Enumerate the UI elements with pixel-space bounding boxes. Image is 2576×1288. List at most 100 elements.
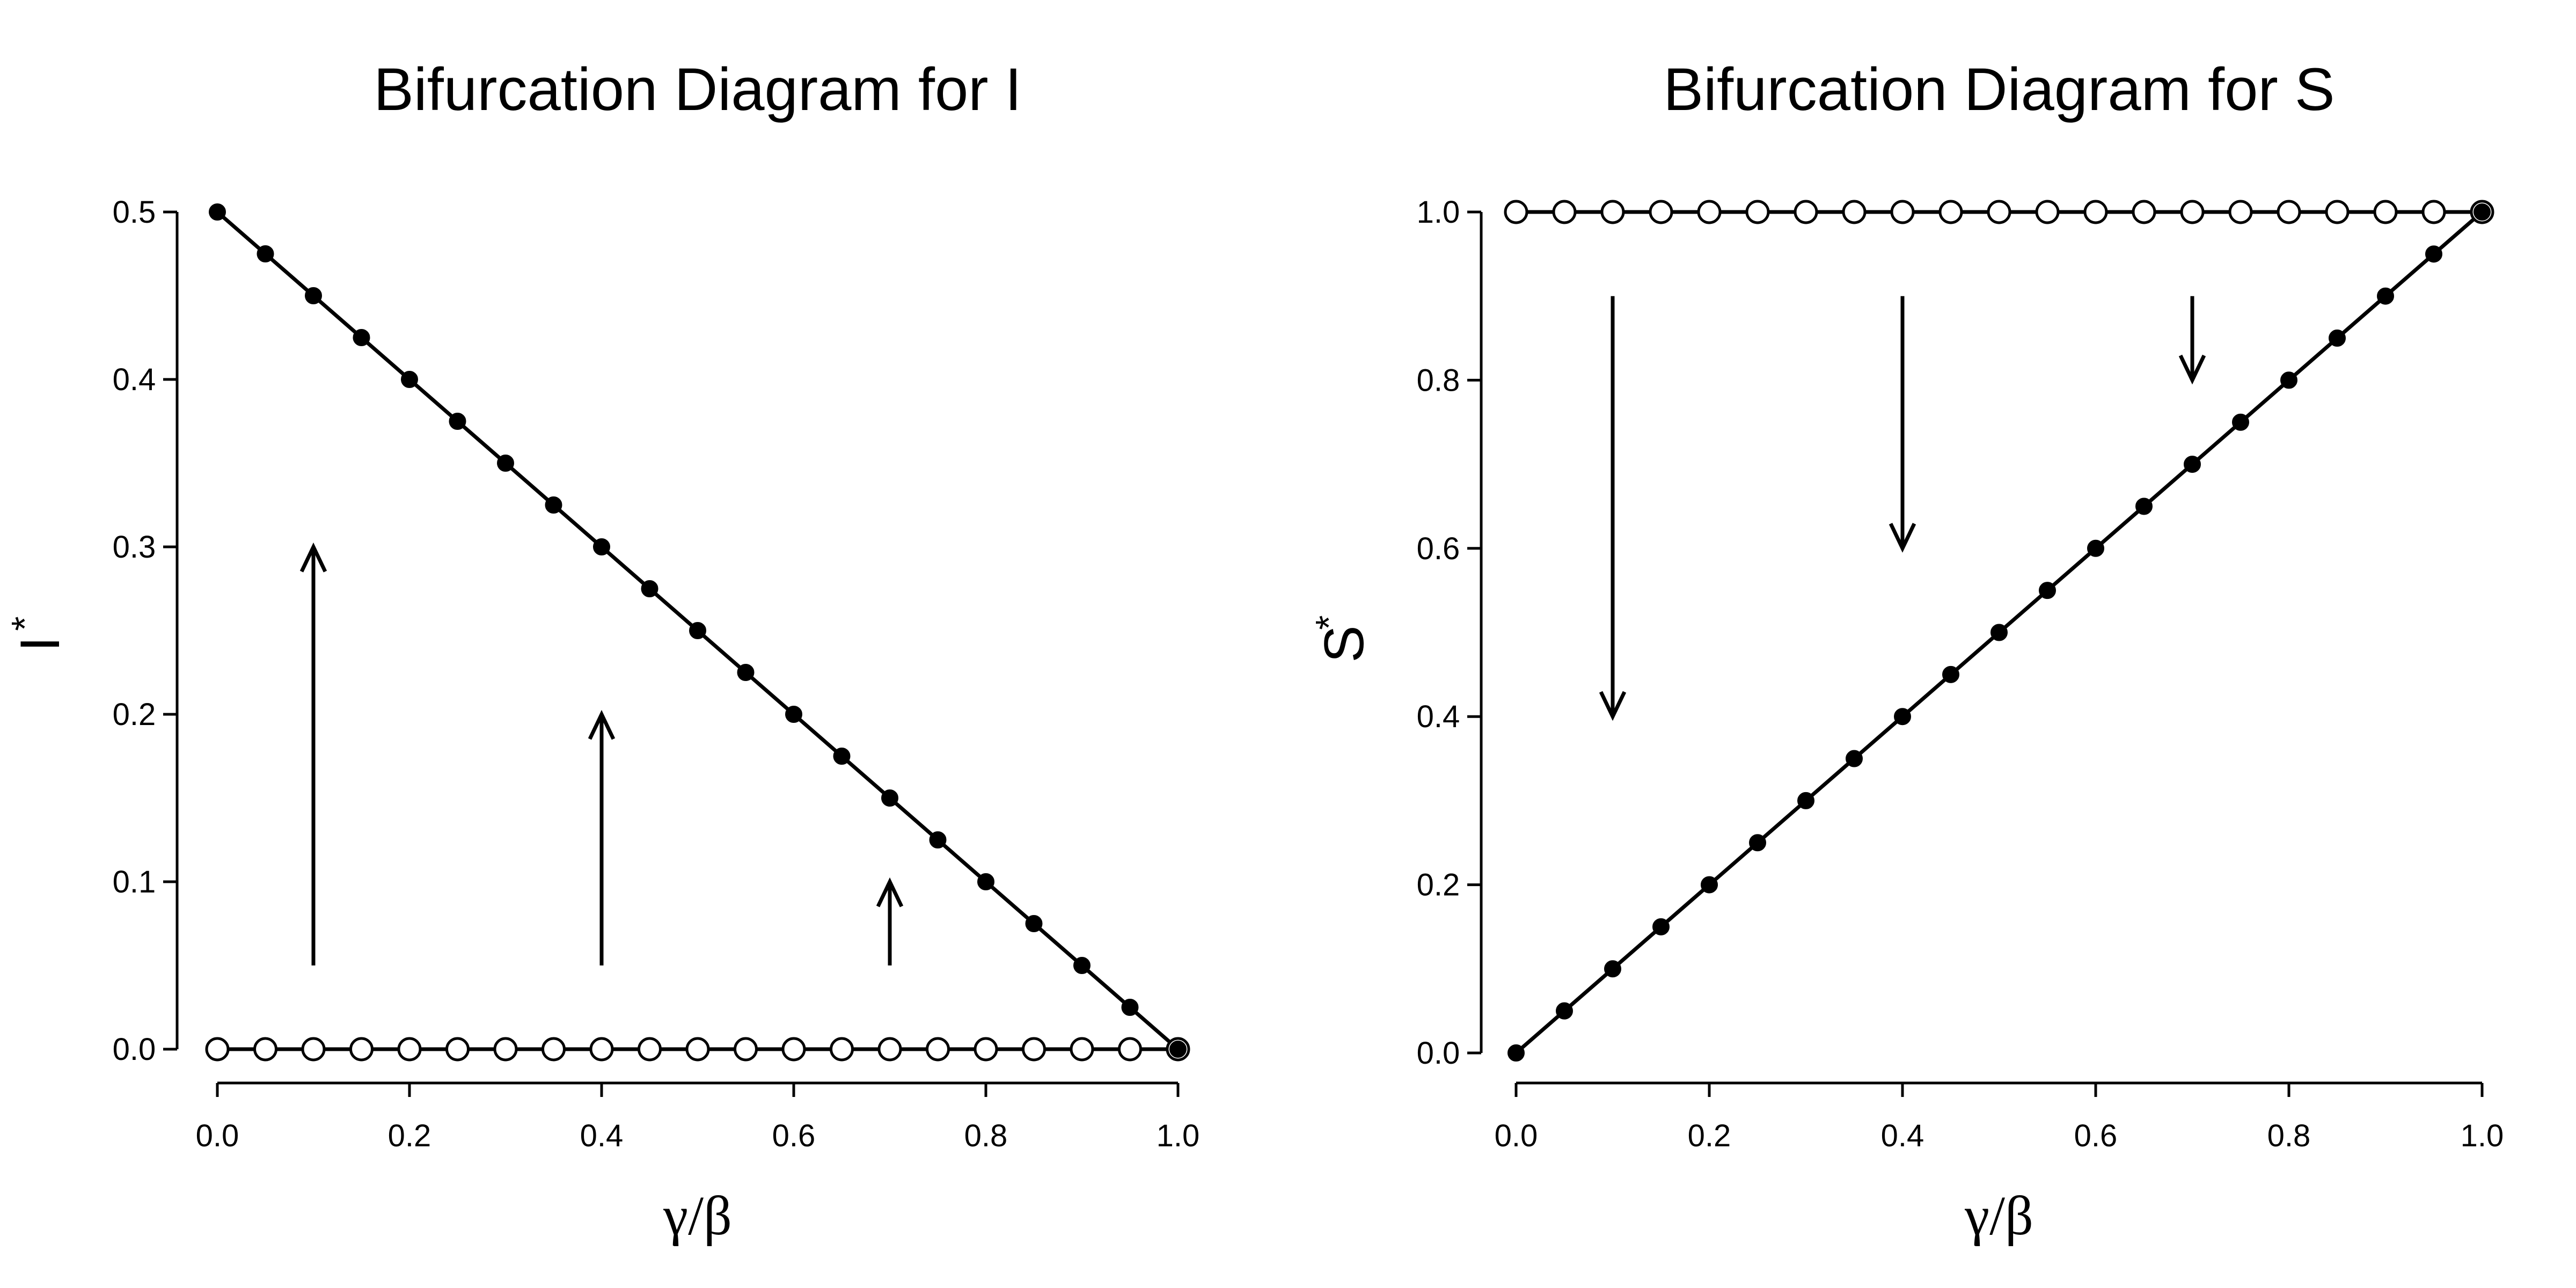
point-open-I — [1022, 1037, 1046, 1062]
arrow-I-3 — [876, 877, 904, 965]
point-filled-S — [1894, 708, 1911, 726]
point-open-I — [734, 1037, 758, 1062]
point-open-I — [685, 1037, 710, 1062]
point-open-S — [2228, 200, 2253, 224]
x-axis-label-I: γ/β — [663, 1185, 732, 1247]
point-filled-I — [737, 664, 755, 681]
point-filled-S — [2039, 582, 2056, 599]
point-open-S — [2035, 200, 2060, 224]
x-axis-I: 0.0 0.2 0.4 0.6 0.8 1.0 — [196, 1081, 1199, 1153]
point-filled-S — [1701, 876, 1718, 894]
point-open-S — [1890, 200, 1915, 224]
point-filled-I — [1121, 999, 1139, 1016]
point-filled-S — [2280, 371, 2297, 389]
x-tick-label-I: 0.4 — [580, 1118, 624, 1153]
point-open-I — [205, 1037, 230, 1062]
point-open-I — [926, 1037, 950, 1062]
point-filled-I — [593, 538, 610, 555]
point-open-I — [877, 1037, 902, 1062]
point-open-S — [2277, 200, 2301, 224]
point-filled-I — [401, 371, 418, 388]
y-axis-label-I-superscript: * — [4, 616, 46, 631]
y-tick-label-I: 0.3 — [113, 530, 156, 565]
arrow-head — [876, 877, 904, 908]
arrow-S-3 — [2178, 296, 2206, 385]
arrow-head — [2178, 354, 2206, 385]
title-S: Bifurcation Diagram for S — [1663, 56, 2334, 123]
panel-I: Bifurcation Diagram for I 0.0 0.1 0.2 0.3 0.… — [4, 56, 1199, 1247]
y-axis-label-I-text: I — [9, 636, 71, 652]
arrow-head — [1599, 691, 1627, 721]
point-open-I — [974, 1037, 998, 1062]
y-tick-label-S: 0.0 — [1417, 1036, 1460, 1071]
x-tick-label-I: 0.8 — [964, 1118, 1008, 1153]
point-filled-S — [1990, 624, 2008, 641]
y-axis-I: 0.0 0.1 0.2 0.3 0.4 0.5 — [113, 195, 179, 1067]
arrow-S-2 — [1889, 296, 1916, 553]
y-axis-label-S-text: S — [1313, 625, 1375, 662]
point-filled-I — [545, 496, 562, 514]
point-filled-S — [2425, 245, 2442, 263]
y-tick-label-S: 0.2 — [1417, 868, 1460, 903]
point-open-I — [638, 1037, 662, 1062]
point-open-S — [2180, 200, 2205, 224]
x-tick-label-S: 0.4 — [1881, 1118, 1924, 1153]
point-filled-S — [2135, 497, 2153, 515]
point-open-S — [2132, 200, 2156, 224]
point-open-I — [781, 1037, 806, 1062]
point-open-S — [2325, 200, 2350, 224]
arrow-head — [1889, 523, 1916, 553]
panel-S: Bifurcation Diagram for S 0.0 0.2 0.4 0.6 0.… — [1308, 56, 2504, 1247]
point-open-I — [1118, 1037, 1142, 1062]
point-filled-I — [209, 203, 226, 221]
arrow-head — [588, 709, 616, 740]
point-filled-I — [641, 580, 658, 597]
y-axis-S: 0.0 0.2 0.4 0.6 0.8 1.0 — [1417, 195, 1483, 1071]
point-filled-I — [689, 622, 706, 639]
point-filled-I — [257, 245, 274, 262]
x-tick-label-I: 0.2 — [388, 1118, 431, 1153]
point-filled-S — [1507, 1044, 1525, 1062]
y-axis-label-S: S * — [1308, 615, 1375, 662]
point-open-S — [1600, 200, 1625, 224]
x-axis-label-S: γ/β — [1964, 1185, 2033, 1247]
x-axis-S: 0.0 0.2 0.4 0.6 0.8 1.0 — [1495, 1081, 2504, 1153]
point-open-I — [493, 1037, 518, 1062]
point-open-I — [349, 1037, 374, 1062]
point-open-S — [1842, 200, 1867, 224]
point-filled-S — [2329, 330, 2346, 347]
point-open-S — [1794, 200, 1818, 224]
point-open-I — [589, 1037, 614, 1062]
y-tick-label-I: 0.0 — [113, 1032, 156, 1067]
point-filled-S — [1846, 750, 1863, 767]
point-filled-I — [449, 413, 466, 430]
point-filled-I — [1169, 1041, 1187, 1058]
point-open-I — [397, 1037, 422, 1062]
x-tick-label-S: 1.0 — [2461, 1118, 2504, 1153]
point-filled-S — [1604, 960, 1621, 978]
point-filled-S — [2087, 539, 2104, 557]
y-axis-label-S-superscript: * — [1308, 615, 1350, 630]
point-filled-I — [833, 748, 851, 765]
x-tick-label-S: 0.0 — [1495, 1118, 1538, 1153]
x-tick-label-S: 0.6 — [2074, 1118, 2118, 1153]
title-I: Bifurcation Diagram for I — [374, 56, 1022, 123]
point-filled-S — [2232, 413, 2249, 431]
point-open-I — [445, 1037, 470, 1062]
y-tick-label-S: 0.6 — [1417, 531, 1460, 566]
series-S — [1504, 200, 2494, 1062]
y-tick-label-I: 0.5 — [113, 195, 156, 230]
point-filled-I — [497, 455, 514, 472]
point-open-S — [2421, 200, 2446, 224]
point-open-S — [1987, 200, 2011, 224]
point-open-S — [1697, 200, 1722, 224]
point-filled-S — [1556, 1002, 1573, 1020]
arrow-S-1 — [1599, 296, 1627, 721]
y-tick-label-I: 0.1 — [113, 865, 156, 899]
x-tick-label-S: 0.8 — [2267, 1118, 2311, 1153]
point-open-S — [1504, 200, 1528, 224]
point-open-S — [2373, 200, 2398, 224]
series-I — [205, 203, 1190, 1062]
